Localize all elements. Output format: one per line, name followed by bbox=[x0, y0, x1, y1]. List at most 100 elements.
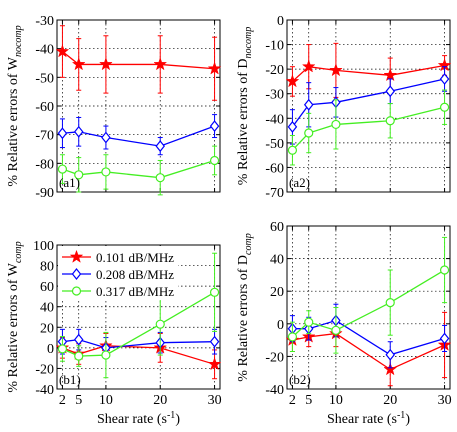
y-tick-label: -20 bbox=[35, 362, 54, 377]
panel-tag: (a2) bbox=[289, 175, 310, 190]
legend-marker-circle bbox=[71, 286, 82, 296]
y-tick-label: 40 bbox=[270, 253, 284, 268]
y-tick-label: 0 bbox=[277, 14, 284, 29]
legend-label: 0.317 dB/MHz bbox=[96, 284, 174, 299]
series-line bbox=[291, 106, 445, 151]
data-point-circle bbox=[331, 325, 341, 335]
y-axis-label-main: % Relative errors of W bbox=[6, 56, 21, 186]
x-tick-label: 5 bbox=[75, 393, 82, 408]
data-point-diamond bbox=[73, 333, 84, 346]
data-point-star bbox=[71, 57, 86, 71]
data-point-circle bbox=[74, 170, 84, 180]
x-tick-label: 30 bbox=[208, 393, 222, 408]
y-tick-label: -10 bbox=[265, 39, 284, 54]
y-tick-label: -50 bbox=[265, 137, 284, 152]
series-diamond bbox=[57, 114, 220, 156]
y-tick-label: -70 bbox=[35, 129, 54, 144]
panel-a2: -70 -60 -50 -40 -30 -20 -10 0 % Relative errors … bbox=[236, 14, 452, 201]
data-point-circle bbox=[304, 128, 314, 138]
data-point-circle bbox=[287, 332, 298, 342]
y-tick-label: -40 bbox=[35, 383, 54, 398]
panel-a1: -90 -80 -70 -60 -50 -40 -30 % Relative errors o… bbox=[6, 14, 222, 201]
data-point-star bbox=[285, 74, 300, 88]
y-axis-label: % Relative errors of Dcomp bbox=[236, 233, 254, 381]
y-tick-label: 60 bbox=[40, 280, 54, 295]
y-tick-label: -20 bbox=[265, 63, 284, 78]
data-point-diamond bbox=[385, 85, 396, 98]
y-tick-label: -40 bbox=[35, 43, 54, 58]
y-axis-label: % Relative errors of Wcomp bbox=[6, 241, 24, 392]
series-line bbox=[62, 51, 215, 70]
data-point-diamond bbox=[439, 332, 450, 345]
data-point-star bbox=[383, 68, 398, 82]
data-point-circle bbox=[385, 298, 395, 308]
data-point-circle bbox=[439, 265, 450, 275]
x-tick-label: 20 bbox=[383, 393, 397, 408]
data-point-diamond bbox=[287, 120, 298, 133]
y-tick-label: -30 bbox=[265, 88, 284, 103]
data-point-diamond bbox=[439, 73, 450, 85]
y-tick-label: -40 bbox=[265, 112, 284, 127]
y-tick-label: -70 bbox=[265, 186, 284, 201]
data-point-star bbox=[207, 357, 222, 371]
y-tick-label: 100 bbox=[33, 239, 54, 254]
y-tick-label: -60 bbox=[265, 161, 284, 176]
data-point-diamond bbox=[73, 125, 84, 138]
legend-marker-diamond bbox=[71, 268, 82, 280]
x-axis-label-end: ) bbox=[405, 412, 410, 427]
x-tick-label: 10 bbox=[99, 393, 113, 408]
y-axis-label-subscript: nocomp bbox=[243, 27, 254, 59]
data-point-star bbox=[301, 59, 316, 73]
y-tick-label: -90 bbox=[35, 186, 54, 201]
data-point-circle bbox=[439, 102, 450, 112]
legend: 0.101 dB/MHz 0.208 dB/MHz 0.317 dB/MHz bbox=[58, 246, 178, 300]
y-tick-label: 20 bbox=[270, 285, 284, 300]
y-tick-label: 20 bbox=[40, 321, 54, 336]
data-point-diamond bbox=[209, 335, 220, 348]
y-tick-label: -20 bbox=[265, 350, 284, 365]
series-line bbox=[62, 125, 215, 147]
data-point-circle bbox=[209, 287, 220, 297]
x-tick-label: 30 bbox=[438, 393, 452, 408]
series-line bbox=[291, 78, 445, 128]
data-point-circle bbox=[57, 344, 68, 354]
plot-frame bbox=[286, 225, 451, 390]
x-tick-label: 10 bbox=[329, 393, 343, 408]
data-point-circle bbox=[155, 319, 165, 329]
x-axis-label: Shear rate (s-1) bbox=[97, 410, 180, 427]
legend-marker-star bbox=[69, 249, 84, 263]
x-tick-label: 2 bbox=[59, 393, 66, 408]
y-axis-label-subscript: comp bbox=[243, 233, 254, 255]
panel-b1: -40 -20 0 20 40 60 80 100 2 5 10 20 30 % Relative err… bbox=[6, 239, 222, 427]
x-tick-label: 20 bbox=[153, 393, 167, 408]
series-line bbox=[292, 332, 445, 371]
series-circle bbox=[57, 252, 220, 379]
x-axis-label-main: Shear rate (s bbox=[327, 412, 397, 427]
y-axis-label-subscript: nocomp bbox=[13, 25, 24, 57]
series-line bbox=[291, 64, 445, 82]
panel-b2: -40 -20 0 20 40 60 2 5 10 20 30 % Relative errors o… bbox=[236, 220, 452, 427]
data-point-star bbox=[207, 61, 222, 75]
data-point-circle bbox=[155, 173, 165, 183]
series-line bbox=[62, 345, 215, 365]
y-tick-label: 80 bbox=[40, 260, 54, 275]
series-star bbox=[55, 25, 222, 101]
y-axis-label-main: % Relative errors of D bbox=[236, 58, 251, 185]
series-line bbox=[292, 319, 445, 356]
data-point-circle bbox=[304, 317, 314, 327]
data-point-star bbox=[328, 63, 343, 77]
y-tick-label: 0 bbox=[47, 342, 54, 357]
legend-label: 0.208 dB/MHz bbox=[96, 267, 174, 282]
data-point-circle bbox=[209, 155, 220, 166]
legend-label: 0.101 dB/MHz bbox=[96, 250, 174, 265]
y-tick-label: -60 bbox=[35, 100, 54, 115]
data-point-diamond bbox=[385, 348, 396, 361]
data-point-circle bbox=[74, 351, 84, 361]
y-tick-label: 0 bbox=[277, 318, 284, 333]
x-axis-label-superscript: -1 bbox=[167, 410, 175, 421]
series-star bbox=[285, 42, 452, 98]
x-tick-label: 2 bbox=[289, 393, 296, 408]
data-point-circle bbox=[57, 164, 68, 174]
x-axis-label-main: Shear rate (s bbox=[97, 412, 167, 427]
panel-tag: (b1) bbox=[59, 372, 81, 387]
